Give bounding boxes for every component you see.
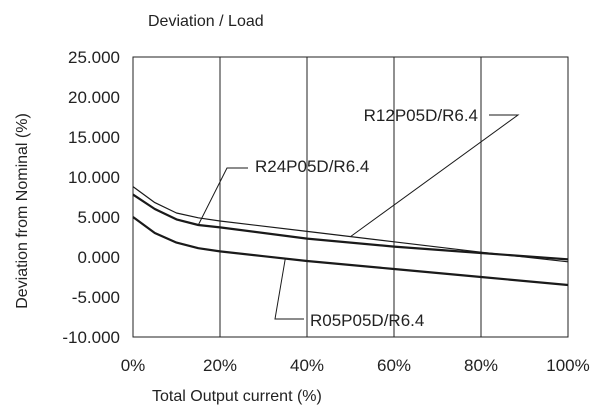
y-tick-label: -10.000 — [62, 328, 120, 347]
x-axis-tick-labels: 0% 20% 40% 60% 80% 100% — [121, 356, 590, 375]
annotation-label: R05P05D/R6.4 — [310, 311, 424, 330]
x-tick-label: 80% — [464, 356, 498, 375]
y-axis-title: Deviation from Nominal (%) — [14, 113, 31, 309]
y-tick-label: 20.000 — [68, 88, 120, 107]
y-axis-tick-labels: -10.000 -5.000 0.000 5.000 10.000 15.000 20.00… — [62, 48, 120, 347]
annotation-leader — [197, 167, 248, 226]
x-tick-label: 60% — [377, 356, 411, 375]
series-line-r12p05d-r6-4 — [132, 186, 569, 263]
x-tick-label: 100% — [546, 356, 589, 375]
y-tick-label: -5.000 — [72, 288, 120, 307]
annotation-leader — [350, 114, 520, 238]
y-tick-label: 5.000 — [77, 208, 120, 227]
x-axis-title: Total Output current (%) — [152, 388, 322, 405]
annotation-leader — [274, 258, 304, 320]
chart-title: Deviation / Load — [148, 13, 264, 30]
y-tick-label: 25.000 — [68, 48, 120, 67]
series-annotations: R12P05D/R6.4 R24P05D/R6.4 R05P05D/R6.4 — [197, 106, 520, 330]
plot-frame — [132, 56, 569, 338]
y-tick-label: 10.000 — [68, 168, 120, 187]
series-lines — [132, 186, 569, 287]
annotation-label: R12P05D/R6.4 — [364, 106, 478, 125]
x-tick-label: 20% — [203, 356, 237, 375]
y-tick-label: 15.000 — [68, 128, 120, 147]
grid-lines — [219, 57, 482, 337]
series-line-r24p05d-r6-4 — [132, 193, 569, 261]
series-line-r05p05d-r6-4 — [132, 216, 569, 287]
x-tick-label: 0% — [121, 356, 146, 375]
annotation-label: R24P05D/R6.4 — [255, 157, 369, 176]
x-tick-label: 40% — [290, 356, 324, 375]
y-tick-label: 0.000 — [77, 248, 120, 267]
